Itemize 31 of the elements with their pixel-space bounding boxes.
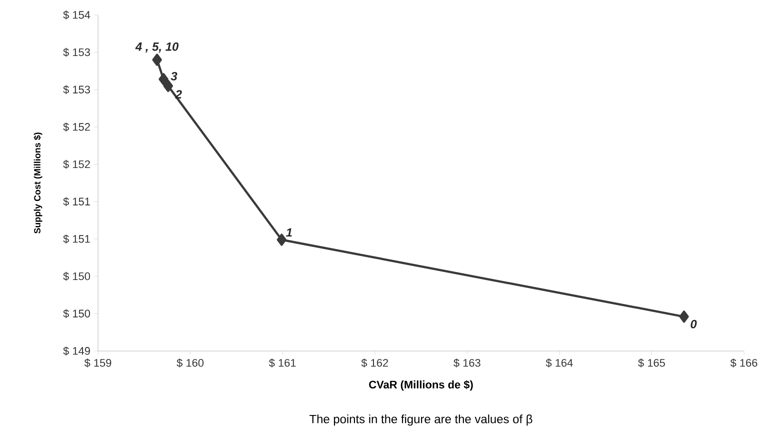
x-tick-label: $ 161: [268, 358, 296, 368]
x-tick-label: $ 160: [176, 358, 204, 368]
annotation: 1: [286, 228, 292, 237]
point: [152, 54, 162, 66]
x-tick-label: $ 162: [361, 358, 388, 368]
annotation: 2: [175, 90, 182, 98]
annotation: 4 , 5, 10: [135, 42, 179, 53]
point: [276, 234, 286, 246]
y-tick-label: $ 152: [63, 160, 90, 169]
y-tick-label: $ 151: [63, 197, 90, 206]
point: [158, 73, 168, 86]
text: The points in the figure are the values of β: [310, 414, 532, 426]
x-tick-label: $ 159: [84, 358, 112, 368]
x-axis-title: CVaR (Millions de $): [369, 380, 473, 391]
x-tick-label: $ 163: [454, 358, 480, 368]
x-tick-label: $ 165: [638, 358, 665, 368]
y-tick-label: $ 152: [63, 122, 90, 132]
point: [163, 80, 173, 92]
x-tick-label: $ 166: [730, 358, 758, 368]
y-tick-label: $ 153: [63, 85, 90, 94]
y-tick-label: $ 150: [63, 272, 90, 281]
annotation: 3: [170, 72, 178, 80]
y-tick-label: $ 149: [63, 346, 90, 356]
y-tick-label: $ 153: [63, 48, 90, 57]
annotation: 0: [690, 320, 697, 328]
y-tick-label: $ 154: [63, 10, 90, 20]
y-axis-title: Supply Cost (Millions $): [34, 132, 42, 234]
point: [679, 310, 689, 323]
y-tick-label: $ 150: [63, 309, 90, 318]
x-tick-label: $ 164: [546, 358, 573, 368]
y-tick-label: $ 151: [63, 234, 90, 244]
